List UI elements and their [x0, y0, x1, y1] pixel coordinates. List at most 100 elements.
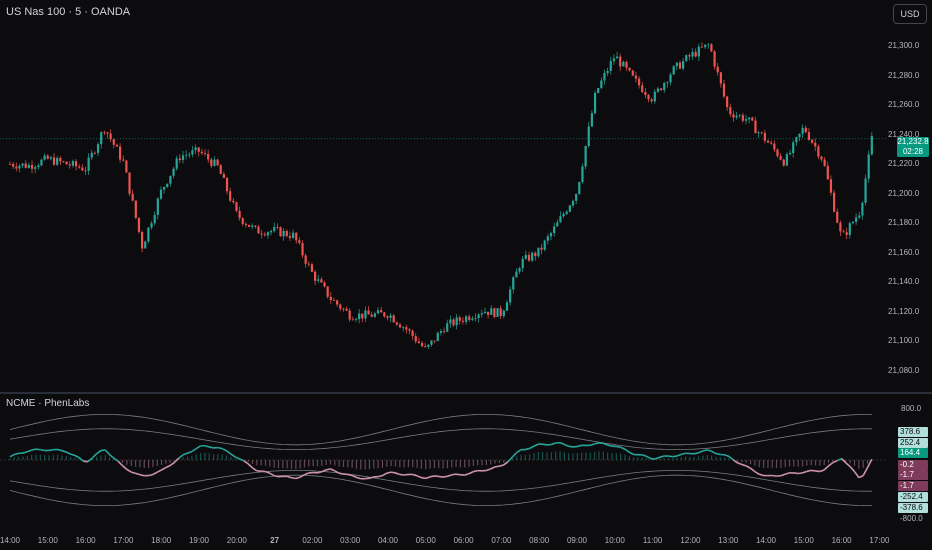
histogram-bar — [589, 452, 591, 460]
candle-body — [78, 166, 81, 168]
histogram-bar — [490, 460, 492, 465]
histogram-bar — [74, 457, 76, 460]
candle-body — [773, 143, 776, 150]
candle-body — [534, 252, 537, 257]
oscillator-line — [772, 474, 777, 477]
candle-body — [858, 215, 861, 218]
candle-body — [339, 304, 342, 309]
histogram-bar — [130, 460, 132, 467]
candle-body — [458, 317, 461, 321]
oscillator-line — [698, 450, 704, 454]
candle-body — [468, 316, 471, 320]
candle-body — [571, 200, 575, 206]
candle-body — [810, 139, 814, 143]
candle-body — [565, 211, 568, 214]
oscillator-line — [655, 456, 660, 460]
candle-body — [449, 319, 452, 324]
candle-body — [276, 227, 279, 228]
candle-body — [307, 263, 310, 265]
candle-body — [122, 159, 125, 161]
histogram-bar — [152, 460, 154, 468]
candle-body — [405, 327, 408, 330]
histogram-bar — [723, 457, 726, 460]
currency-button[interactable]: USD — [893, 4, 927, 24]
oscillator-line — [221, 447, 227, 452]
oscillator-line — [87, 457, 93, 463]
histogram-bar — [819, 460, 821, 466]
indicator-axis[interactable]: 800.0 -800.0 378.6 252.4 164.4 -0.2 -1.7 -1.7… — [886, 396, 932, 524]
candle-body — [141, 231, 144, 249]
indicator-axis-top: 800.0 — [901, 404, 922, 413]
oscillator-line — [845, 462, 851, 468]
candle-body — [197, 147, 200, 152]
histogram-bar — [728, 458, 730, 460]
price-axis[interactable]: 21,300.0 21,280.0 21,260.0 21,240.0 21,220.0… — [886, 0, 932, 390]
oscillator-line — [169, 461, 176, 467]
histogram-bar — [195, 454, 197, 460]
time-tick-label: 18:00 — [151, 536, 172, 545]
time-axis[interactable]: 14:00 15:00 16:00 17:00 18:00 19:00 20:00 27 02:… — [0, 526, 889, 550]
oscillator-line — [473, 469, 478, 473]
candle-body — [480, 313, 483, 315]
candle-body — [21, 163, 24, 166]
oscillator-line — [131, 471, 136, 475]
oscillator-line — [61, 449, 67, 453]
candle-body — [12, 164, 15, 167]
candle-body — [839, 222, 842, 232]
candle-body — [87, 157, 90, 171]
oscillator-line — [191, 447, 197, 453]
candle-body — [166, 183, 169, 187]
candle-body — [823, 159, 826, 166]
candle-body — [650, 99, 653, 102]
histogram-bar — [39, 454, 41, 460]
histogram-bar — [61, 455, 63, 460]
histogram-bar — [555, 451, 557, 460]
histogram-bar — [18, 456, 20, 460]
histogram-bar — [160, 460, 163, 465]
candle-body — [285, 230, 288, 237]
histogram-bar — [568, 453, 570, 460]
oscillator-line — [399, 473, 405, 476]
candle-body — [93, 152, 97, 154]
candle-body — [691, 51, 694, 57]
oscillator-line — [286, 475, 292, 479]
histogram-bar — [277, 460, 280, 469]
time-tick-label: 16:00 — [75, 536, 96, 545]
candle-body — [241, 218, 244, 224]
candle-body — [442, 331, 446, 332]
candle-body — [751, 117, 754, 121]
candle-body — [575, 193, 578, 201]
oscillator-line — [338, 472, 344, 475]
oscillator-line — [195, 445, 201, 450]
histogram-bar — [420, 460, 423, 469]
candle-body — [757, 132, 760, 134]
histogram-bar — [767, 460, 769, 468]
candle-body — [185, 154, 188, 156]
oscillator-line — [862, 467, 869, 477]
candle-body — [597, 88, 600, 93]
candle-body — [760, 132, 763, 134]
indicator-value-label: 378.6 — [898, 427, 928, 437]
candle-body — [288, 236, 292, 238]
indicator-chart[interactable] — [0, 396, 886, 524]
candle-body — [348, 310, 351, 320]
candle-body — [848, 223, 851, 235]
price-tick-label: 21,260.0 — [888, 100, 920, 109]
candle-body — [181, 155, 185, 161]
oscillator-line — [551, 442, 556, 446]
candle-body — [820, 156, 823, 160]
price-chart[interactable] — [0, 0, 886, 390]
pane-separator[interactable] — [0, 392, 932, 394]
candle-body — [741, 115, 744, 121]
candle-body — [43, 155, 46, 160]
candle-body — [358, 313, 361, 320]
oscillator-line — [299, 474, 305, 478]
histogram-bar — [104, 454, 106, 460]
price-tick-label: 21,080.0 — [888, 365, 920, 375]
histogram-bar — [542, 452, 544, 460]
candle-body — [606, 70, 609, 73]
candle-body — [685, 55, 688, 62]
histogram-bar — [44, 455, 46, 460]
oscillator-line — [382, 472, 388, 477]
histogram-bar — [182, 457, 184, 460]
